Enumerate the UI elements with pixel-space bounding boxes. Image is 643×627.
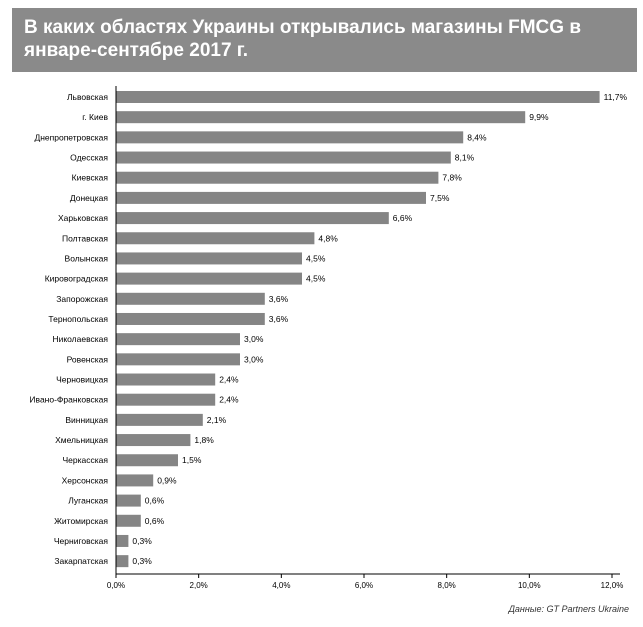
- x-tick-label: 10,0%: [518, 581, 541, 590]
- title-band: В каких областях Украины открывались маг…: [12, 8, 637, 72]
- data-label: 0,6%: [145, 516, 165, 526]
- data-label: 1,5%: [182, 455, 202, 465]
- x-tick-label: 4,0%: [272, 581, 290, 590]
- data-label: 2,1%: [207, 415, 227, 425]
- category-label: Ровенская: [67, 354, 109, 364]
- data-label: 0,9%: [157, 475, 177, 485]
- data-label: 3,0%: [244, 334, 264, 344]
- bar: [116, 555, 129, 568]
- bar: [116, 474, 154, 487]
- category-label: Запорожская: [56, 294, 108, 304]
- bar: [116, 333, 240, 346]
- category-label: Днепропетровская: [34, 132, 108, 142]
- bar: [116, 131, 464, 144]
- category-label: Одесская: [70, 153, 108, 163]
- category-label: Харьковская: [58, 213, 108, 223]
- data-label: 6,6%: [393, 213, 413, 223]
- bar: [116, 494, 141, 507]
- x-tick-label: 8,0%: [438, 581, 456, 590]
- data-label: 4,5%: [306, 253, 326, 263]
- bar: [116, 91, 600, 103]
- category-label: Ивано-Франковская: [29, 395, 108, 405]
- category-label: Киевская: [72, 173, 109, 183]
- category-label: Донецкая: [70, 193, 109, 203]
- data-label: 0,3%: [132, 556, 152, 566]
- bar: [116, 373, 216, 386]
- category-label: Черкасская: [63, 455, 109, 465]
- bar: [116, 393, 216, 406]
- chart-title: В каких областях Украины открывались маг…: [24, 17, 581, 61]
- source-note: Данные: GT Partners Ukraine: [508, 604, 629, 614]
- category-label: Винницкая: [65, 415, 108, 425]
- category-label: Черновицкая: [56, 375, 108, 385]
- bar: [116, 272, 302, 285]
- category-label: Львовская: [67, 92, 108, 102]
- x-tick-label: 0,0%: [107, 581, 125, 590]
- data-label: 7,5%: [430, 193, 450, 203]
- data-label: 11,7%: [604, 92, 628, 102]
- category-label: Кировоградская: [45, 274, 109, 284]
- bar: [116, 212, 389, 225]
- bar: [116, 252, 302, 265]
- data-label: 4,8%: [318, 233, 338, 243]
- bar: [116, 191, 426, 204]
- category-label: г. Киев: [82, 112, 108, 122]
- data-label: 3,0%: [244, 354, 264, 364]
- data-label: 2,4%: [219, 375, 239, 385]
- data-label: 1,8%: [194, 435, 214, 445]
- x-tick-label: 12,0%: [601, 581, 624, 590]
- x-tick-label: 2,0%: [190, 581, 208, 590]
- data-label: 3,6%: [269, 294, 289, 304]
- bar: [116, 312, 265, 325]
- data-label: 4,5%: [306, 274, 326, 284]
- bar: [116, 232, 315, 245]
- data-label: 8,1%: [455, 153, 475, 163]
- category-label: Херсонская: [62, 475, 109, 485]
- data-label: 7,8%: [442, 173, 462, 183]
- category-label: Хмельницкая: [55, 435, 108, 445]
- data-label: 0,3%: [132, 536, 152, 546]
- data-label: 2,4%: [219, 395, 239, 405]
- category-label: Закарпатская: [54, 556, 108, 566]
- bar: [116, 353, 240, 366]
- category-label: Черниговская: [54, 536, 109, 546]
- category-label: Полтавская: [62, 233, 108, 243]
- bar: [116, 292, 265, 305]
- category-label: Житомирская: [54, 516, 108, 526]
- data-label: 0,6%: [145, 496, 165, 506]
- bar: [116, 413, 203, 426]
- bar: [116, 534, 129, 547]
- x-tick-label: 6,0%: [355, 581, 373, 590]
- category-label: Волынская: [65, 253, 109, 263]
- bar: [116, 514, 141, 527]
- category-label: Николаевская: [52, 334, 108, 344]
- bar: [116, 151, 451, 164]
- bar: [116, 434, 191, 447]
- bar: [116, 111, 526, 124]
- data-label: 3,6%: [269, 314, 289, 324]
- bar: [116, 454, 178, 467]
- data-label: 8,4%: [467, 132, 487, 142]
- bar: [116, 171, 439, 184]
- category-label: Луганская: [68, 496, 108, 506]
- category-label: Тернопольская: [48, 314, 108, 324]
- data-label: 9,9%: [529, 112, 549, 122]
